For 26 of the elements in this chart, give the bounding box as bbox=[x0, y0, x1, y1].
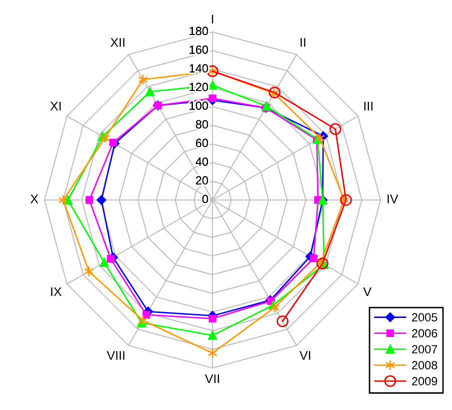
legend-label: 2006 bbox=[412, 329, 438, 338]
spoke-label: VI bbox=[300, 351, 310, 360]
y-tick-label: 0 bbox=[202, 194, 208, 204]
y-tick-label: 140 bbox=[190, 64, 208, 72]
legend-label: 2005 bbox=[412, 313, 438, 322]
y-tick-label: 40 bbox=[196, 157, 208, 166]
spoke-label: IV bbox=[388, 194, 398, 204]
spoke-label: VII bbox=[204, 374, 219, 384]
spoke-label: XI bbox=[50, 102, 61, 110]
y-tick-label: 80 bbox=[196, 120, 208, 128]
y-tick-label: 180 bbox=[190, 26, 208, 36]
spoke-label: X bbox=[30, 194, 38, 204]
spoke-label: XII bbox=[110, 38, 124, 47]
spoke-label: II bbox=[300, 38, 306, 47]
spoke-label: IX bbox=[51, 287, 62, 296]
y-tick-label: 100 bbox=[190, 101, 208, 110]
spoke-label: I bbox=[212, 14, 214, 24]
legend-label: 2007 bbox=[412, 345, 438, 354]
spoke-label: VIII bbox=[106, 351, 124, 360]
spoke-label: V bbox=[363, 287, 372, 296]
legend-label: 2009 bbox=[412, 376, 438, 386]
y-tick-label: 20 bbox=[196, 176, 208, 184]
y-tick-label: 60 bbox=[196, 138, 208, 148]
legend-label: 2008 bbox=[412, 361, 438, 370]
spoke-label: III bbox=[364, 102, 372, 110]
y-tick-label: 160 bbox=[190, 45, 208, 54]
